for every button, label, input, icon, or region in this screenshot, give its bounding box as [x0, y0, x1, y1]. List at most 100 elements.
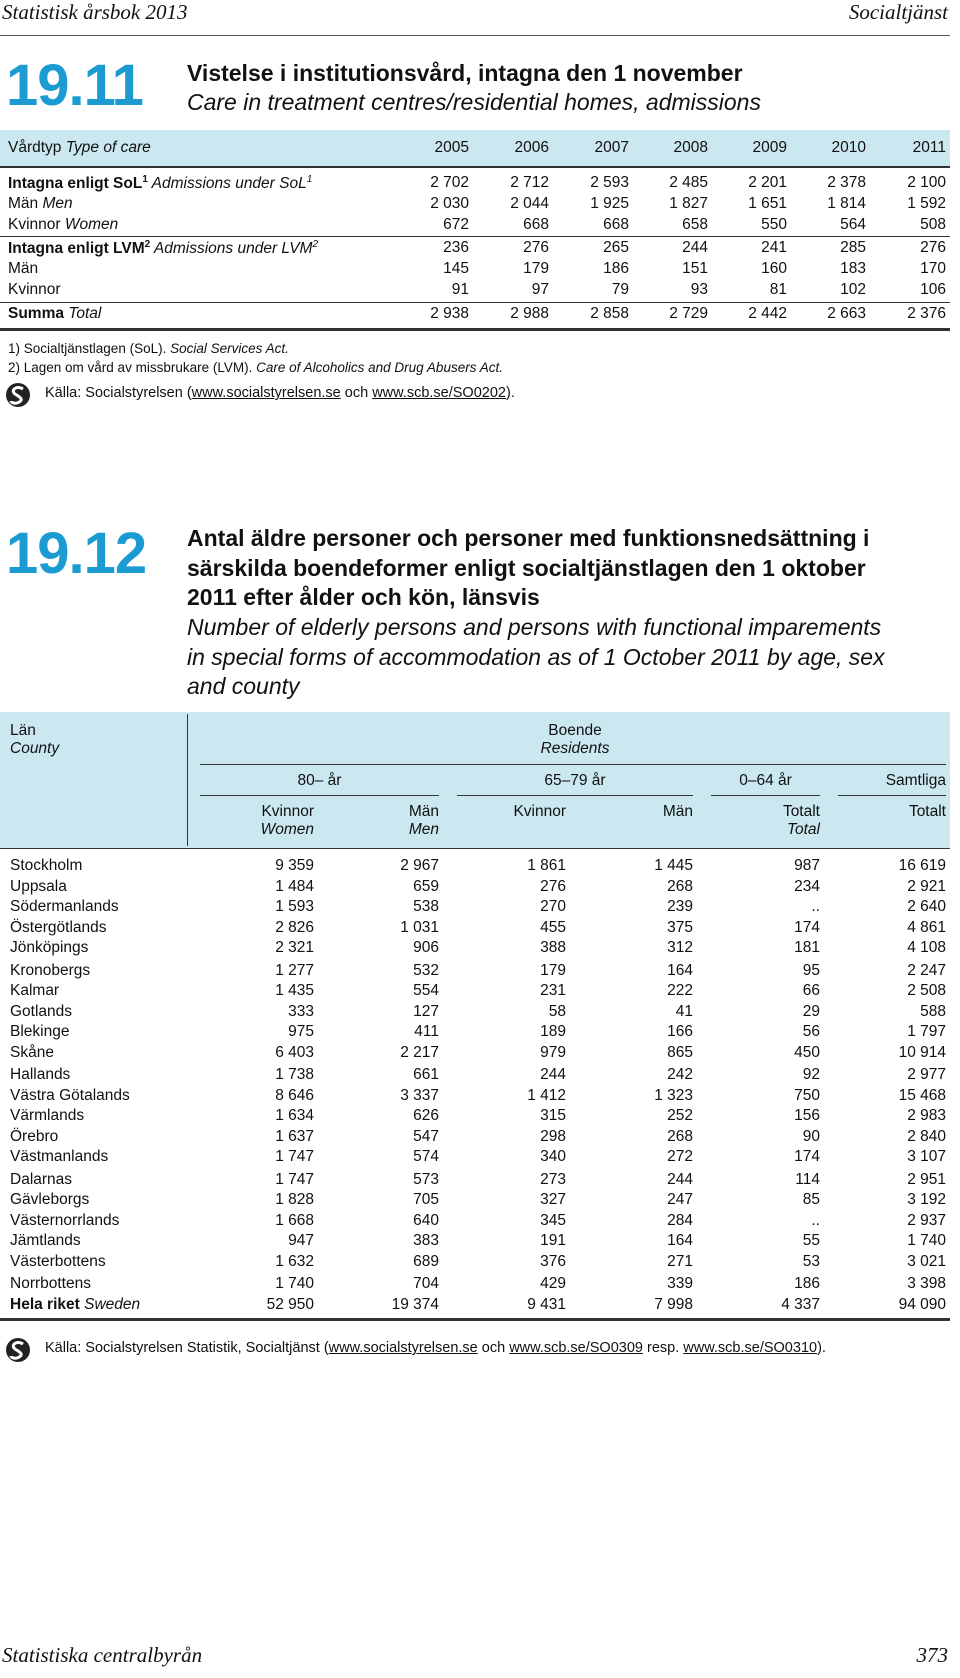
table-cell: 689 [413, 1252, 439, 1270]
text-segment: resp. [642, 1340, 684, 1356]
rule [0, 236, 950, 238]
text-segment: Gotlands [10, 1002, 73, 1020]
table-cell: Women [260, 821, 314, 838]
table-cell: 388 [540, 939, 566, 957]
table-cell: 1 828 [275, 1191, 314, 1209]
table-cell: 2 247 [907, 961, 946, 979]
table-cell: 327 [540, 1191, 566, 1209]
text-segment: Skåne [10, 1043, 54, 1061]
table-cell: 2 983 [907, 1107, 946, 1125]
table-cell: 659 [413, 877, 439, 895]
rule [0, 848, 950, 849]
row-label: Män Men [8, 195, 73, 213]
text-segment: och [477, 1340, 510, 1356]
table-cell: 538 [413, 898, 439, 916]
text-segment: ). [817, 1340, 826, 1356]
table-cell: 2 217 [400, 1043, 439, 1061]
table-cell: 90 [802, 1127, 820, 1145]
table-cell: 339 [667, 1275, 693, 1292]
table-cell: 2008 [673, 139, 708, 156]
table-cell: 186 [603, 260, 629, 278]
text-segment: Care of Alcoholics and Drug Abusers Act. [256, 360, 503, 375]
table-cell: 268 [667, 877, 693, 895]
table-cell: 15 468 [898, 1086, 946, 1104]
table-cell: 1 484 [275, 877, 314, 895]
table-cell: Men [408, 821, 439, 838]
table-cell: 532 [413, 961, 439, 979]
table-cell: 4 108 [907, 939, 946, 957]
table-cell: 270 [540, 898, 566, 916]
table-cell: 186 [794, 1275, 820, 1292]
table-cell: 508 [920, 215, 946, 233]
text-segment: Men [42, 194, 73, 212]
text-segment: Norrbottens [10, 1275, 91, 1292]
text-segment: Västerbottens [10, 1252, 106, 1270]
table-cell: 2 508 [907, 982, 946, 1000]
table-cell: .. [811, 1211, 820, 1229]
table-cell: 2 967 [400, 857, 439, 874]
text-segment: Social Services Act. [170, 341, 289, 356]
row-label: Kvinnor [8, 281, 61, 299]
table-cell: 2 937 [907, 1211, 946, 1229]
rule [0, 166, 950, 168]
table-cell: 2 201 [748, 174, 787, 191]
table-cell: 564 [840, 215, 866, 233]
text-segment: www.socialstyrelsen.se [191, 385, 341, 401]
text-segment: Gävleborgs [10, 1191, 90, 1209]
table-cell: 1 634 [275, 1107, 314, 1125]
table-cell: 2006 [514, 139, 549, 156]
table-cell: 1 740 [275, 1275, 314, 1292]
row-label: Västerbottens [10, 1253, 106, 1271]
table-cell: 145 [443, 260, 469, 278]
table-cell: 2 729 [669, 304, 708, 322]
rule [187, 714, 188, 846]
text-segment: 2 [312, 239, 319, 251]
table-cell: 53 [802, 1252, 820, 1270]
table-cell: 2 593 [590, 174, 629, 191]
text-segment: Total [68, 304, 102, 322]
row-label: Örebro [10, 1128, 58, 1146]
text-segment: Västmanlands [10, 1148, 109, 1166]
table-cell: 244 [667, 1170, 693, 1188]
table-cell: 340 [540, 1148, 566, 1166]
table-cell: 166 [667, 1023, 693, 1041]
row-label: Skåne [10, 1044, 54, 1062]
rule [0, 301, 950, 303]
table-cell: 284 [667, 1211, 693, 1229]
row-label: Värmlands [10, 1107, 84, 1125]
table-cell: 2 858 [590, 304, 629, 322]
table-cell: 271 [667, 1252, 693, 1270]
table-cell: 164 [667, 1232, 693, 1250]
table-cell: 2 712 [510, 174, 549, 191]
table-cell: 2 044 [510, 194, 549, 212]
table-cell: 661 [413, 1066, 439, 1083]
table-cell: 2 100 [907, 174, 946, 191]
running-head: Socialtjänst [848, 0, 948, 24]
row-label: Dalarnas [10, 1171, 72, 1189]
row-label: Uppsala [10, 878, 67, 896]
table-cell: 102 [840, 281, 866, 298]
table-cell: 1 740 [907, 1232, 946, 1250]
table-cell: 2 376 [907, 304, 946, 322]
table-cell: .. [811, 898, 820, 916]
text-segment: www.scb.se/SO0310 [683, 1340, 818, 1356]
rule [0, 35, 950, 36]
row-label: Västernorrlands [10, 1212, 119, 1230]
group-header: Samtliga [885, 772, 946, 789]
text-segment: Västernorrlands [10, 1211, 120, 1229]
table-cell: 2 702 [430, 174, 469, 191]
text-segment: Källa: Socialstyrelsen ( [45, 385, 192, 401]
table-cell: 2 977 [907, 1066, 946, 1083]
table-title-en: Number of elderly persons and persons wi… [187, 614, 882, 640]
table-cell: 975 [288, 1023, 314, 1041]
table-title: 2011 efter ålder och kön, länsvis [187, 584, 540, 610]
text-segment: 2 [144, 239, 151, 251]
text-segment: Örebro [10, 1127, 59, 1145]
text-segment: ). [505, 385, 515, 401]
text-segment: Intagna enligt LVM [8, 240, 145, 258]
text-segment: Kvinnor [8, 215, 65, 233]
table-cell: 1 747 [275, 1170, 314, 1188]
table-cell: 174 [794, 1148, 820, 1166]
table-cell: 333 [288, 1002, 314, 1020]
table-cell: 265 [603, 239, 629, 257]
